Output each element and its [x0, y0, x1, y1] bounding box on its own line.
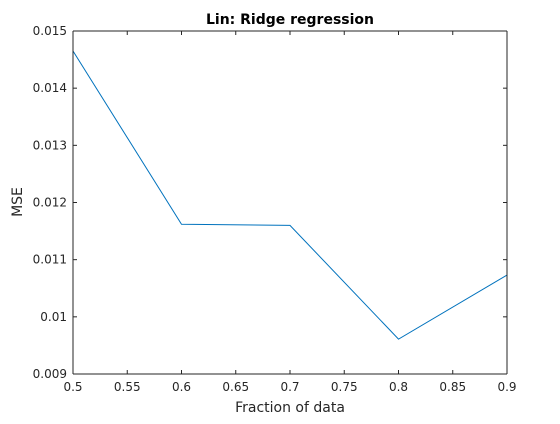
y-tick-label: 0.009: [33, 367, 67, 381]
x-tick-label: 0.75: [331, 380, 358, 394]
x-tick-label: 0.9: [497, 380, 516, 394]
x-tick-label: 0.8: [389, 380, 408, 394]
x-tick-label: 0.5: [63, 380, 82, 394]
x-tick-label: 0.7: [280, 380, 299, 394]
y-tick-label: 0.014: [33, 81, 67, 95]
chart-title: Lin: Ridge regression: [206, 12, 374, 28]
y-axis-title: MSE: [10, 187, 26, 217]
y-tick-label: 0.013: [33, 138, 67, 152]
y-tick-label: 0.015: [33, 24, 67, 38]
y-tick-label: 0.01: [40, 310, 67, 324]
y-tick-label: 0.012: [33, 196, 67, 210]
x-tick-label: 0.65: [222, 380, 249, 394]
x-axis-title: Fraction of data: [235, 400, 345, 416]
y-tick-label: 0.011: [33, 253, 67, 267]
plot-area-background: [73, 31, 507, 374]
x-tick-label: 0.55: [114, 380, 141, 394]
x-tick-label: 0.6: [172, 380, 191, 394]
x-tick-label: 0.85: [439, 380, 466, 394]
